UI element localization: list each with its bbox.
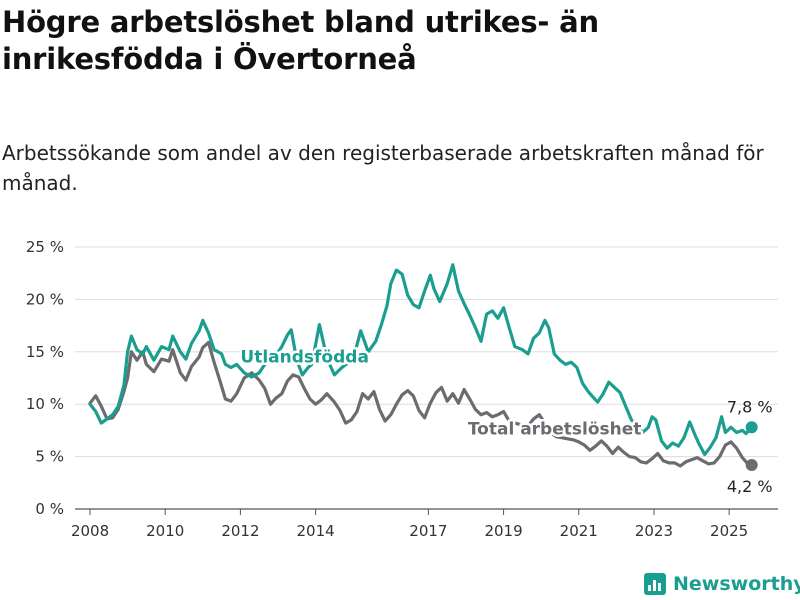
- newsworthy-brand: Newsworthy: [644, 570, 800, 598]
- x-tick-label: 2012: [221, 522, 259, 540]
- series-line-utlandsfodda: [88, 263, 754, 457]
- series-end-point: [745, 458, 758, 471]
- x-tick-label: 2023: [635, 522, 673, 540]
- series-label-total: Total arbetslöshet: [468, 420, 642, 440]
- y-tick-label: 20 %: [26, 290, 64, 308]
- y-tick-label: 5 %: [35, 448, 64, 466]
- y-tick-label: 10 %: [26, 395, 64, 413]
- chart-subtitle: Arbetssökande som andel av den registerb…: [2, 141, 764, 195]
- y-tick-label: 15 %: [26, 343, 64, 361]
- x-tick-label: 2025: [710, 522, 748, 540]
- y-tick-label: 0 %: [35, 500, 64, 518]
- x-tick-label: 2017: [409, 522, 447, 540]
- bar-chart-logo-icon: [644, 573, 666, 595]
- x-tick-label: 2014: [297, 522, 335, 540]
- chart-title: Högre arbetslöshet bland utrikes- än inr…: [2, 5, 599, 76]
- y-tick-label: 25 %: [26, 238, 64, 256]
- x-tick-label: 2010: [146, 522, 184, 540]
- x-tick-label: 2021: [560, 522, 598, 540]
- x-tick-label: 2008: [71, 522, 109, 540]
- series-end-point: [745, 421, 758, 434]
- series-line-total: [88, 340, 754, 468]
- brand-name: Newsworthy: [673, 573, 800, 595]
- end-value-label-utlandsfodda: 7,8 %: [727, 397, 773, 416]
- series-label-utlandsfodda: Utlandsfödda: [240, 347, 369, 367]
- end-value-label-total: 4,2 %: [727, 477, 773, 496]
- x-tick-label: 2019: [484, 522, 522, 540]
